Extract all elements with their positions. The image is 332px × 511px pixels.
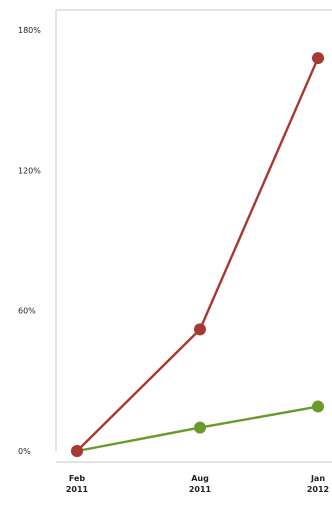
y-tick-label: 120% (18, 166, 41, 175)
data-point (312, 400, 324, 413)
x-tick-label: Aug 2011 (189, 474, 212, 494)
x-tick-label: Jan 2012 (307, 474, 329, 494)
y-tick-labels: 0% 60% 120% 180% (18, 26, 41, 456)
y-tick-label: 0% (18, 447, 31, 456)
x-tick-label-line: Jan (310, 474, 325, 483)
x-tick-label-line: 2011 (66, 485, 89, 494)
x-tick-label: Feb 2011 (66, 474, 89, 494)
series-layer (71, 52, 324, 457)
x-tick-label-line: 2011 (189, 485, 212, 494)
data-point (194, 421, 206, 434)
data-point (194, 323, 206, 336)
series-2 (71, 400, 324, 457)
y-tick-label: 60% (18, 307, 36, 316)
x-tick-labels: Feb 2011 Aug 2011 Jan 2012 (66, 474, 329, 494)
series-1 (71, 52, 324, 457)
x-tick-label-line: 2012 (307, 485, 329, 494)
axes-layer (55, 9, 332, 463)
x-tick-label-line: Feb (69, 474, 86, 483)
series-line (76, 57, 320, 452)
data-point (312, 52, 324, 65)
y-tick-label: 180% (18, 26, 41, 35)
x-tick-label-line: Aug (191, 474, 209, 483)
data-point (71, 445, 83, 457)
